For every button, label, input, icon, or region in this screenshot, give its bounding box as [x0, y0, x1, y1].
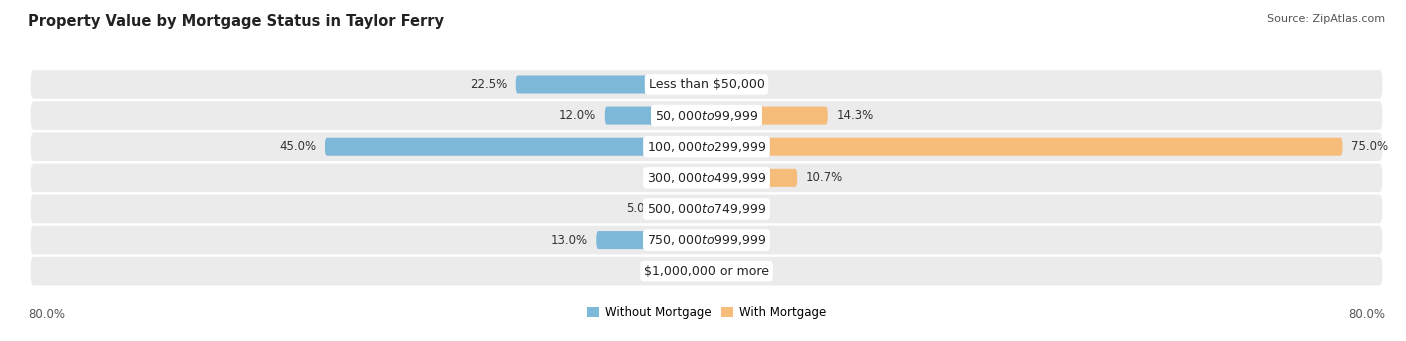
FancyBboxPatch shape	[31, 195, 1382, 223]
Text: Less than $50,000: Less than $50,000	[648, 78, 765, 91]
Text: 45.0%: 45.0%	[280, 140, 316, 153]
Text: 80.0%: 80.0%	[28, 308, 65, 321]
Text: $300,000 to $499,999: $300,000 to $499,999	[647, 171, 766, 185]
Text: 10.7%: 10.7%	[806, 171, 844, 184]
FancyBboxPatch shape	[516, 75, 707, 93]
Text: $100,000 to $299,999: $100,000 to $299,999	[647, 140, 766, 154]
FancyBboxPatch shape	[664, 200, 707, 218]
Text: 0.0%: 0.0%	[720, 203, 749, 216]
Text: 0.0%: 0.0%	[720, 265, 749, 278]
Text: $500,000 to $749,999: $500,000 to $749,999	[647, 202, 766, 216]
FancyBboxPatch shape	[31, 164, 1382, 192]
Text: $1,000,000 or more: $1,000,000 or more	[644, 265, 769, 278]
FancyBboxPatch shape	[31, 70, 1382, 99]
FancyBboxPatch shape	[707, 169, 797, 187]
FancyBboxPatch shape	[707, 107, 828, 124]
Text: 0.0%: 0.0%	[720, 234, 749, 247]
FancyBboxPatch shape	[31, 132, 1382, 161]
Text: 5.0%: 5.0%	[626, 203, 655, 216]
Text: 2.5%: 2.5%	[647, 171, 676, 184]
Text: Source: ZipAtlas.com: Source: ZipAtlas.com	[1267, 14, 1385, 24]
Text: 22.5%: 22.5%	[470, 78, 508, 91]
FancyBboxPatch shape	[685, 169, 707, 187]
Text: Property Value by Mortgage Status in Taylor Ferry: Property Value by Mortgage Status in Tay…	[28, 14, 444, 29]
FancyBboxPatch shape	[31, 101, 1382, 130]
Text: 80.0%: 80.0%	[1348, 308, 1385, 321]
Text: 13.0%: 13.0%	[551, 234, 588, 247]
Text: 0.0%: 0.0%	[664, 265, 693, 278]
Legend: Without Mortgage, With Mortgage: Without Mortgage, With Mortgage	[582, 301, 831, 324]
Text: $50,000 to $99,999: $50,000 to $99,999	[655, 108, 758, 123]
FancyBboxPatch shape	[325, 138, 707, 156]
Text: 14.3%: 14.3%	[837, 109, 873, 122]
Text: 12.0%: 12.0%	[560, 109, 596, 122]
Text: $750,000 to $999,999: $750,000 to $999,999	[647, 233, 766, 247]
FancyBboxPatch shape	[596, 231, 707, 249]
FancyBboxPatch shape	[31, 226, 1382, 254]
FancyBboxPatch shape	[707, 138, 1343, 156]
Text: 0.0%: 0.0%	[720, 78, 749, 91]
Text: 75.0%: 75.0%	[1351, 140, 1388, 153]
FancyBboxPatch shape	[605, 107, 707, 124]
FancyBboxPatch shape	[31, 257, 1382, 285]
